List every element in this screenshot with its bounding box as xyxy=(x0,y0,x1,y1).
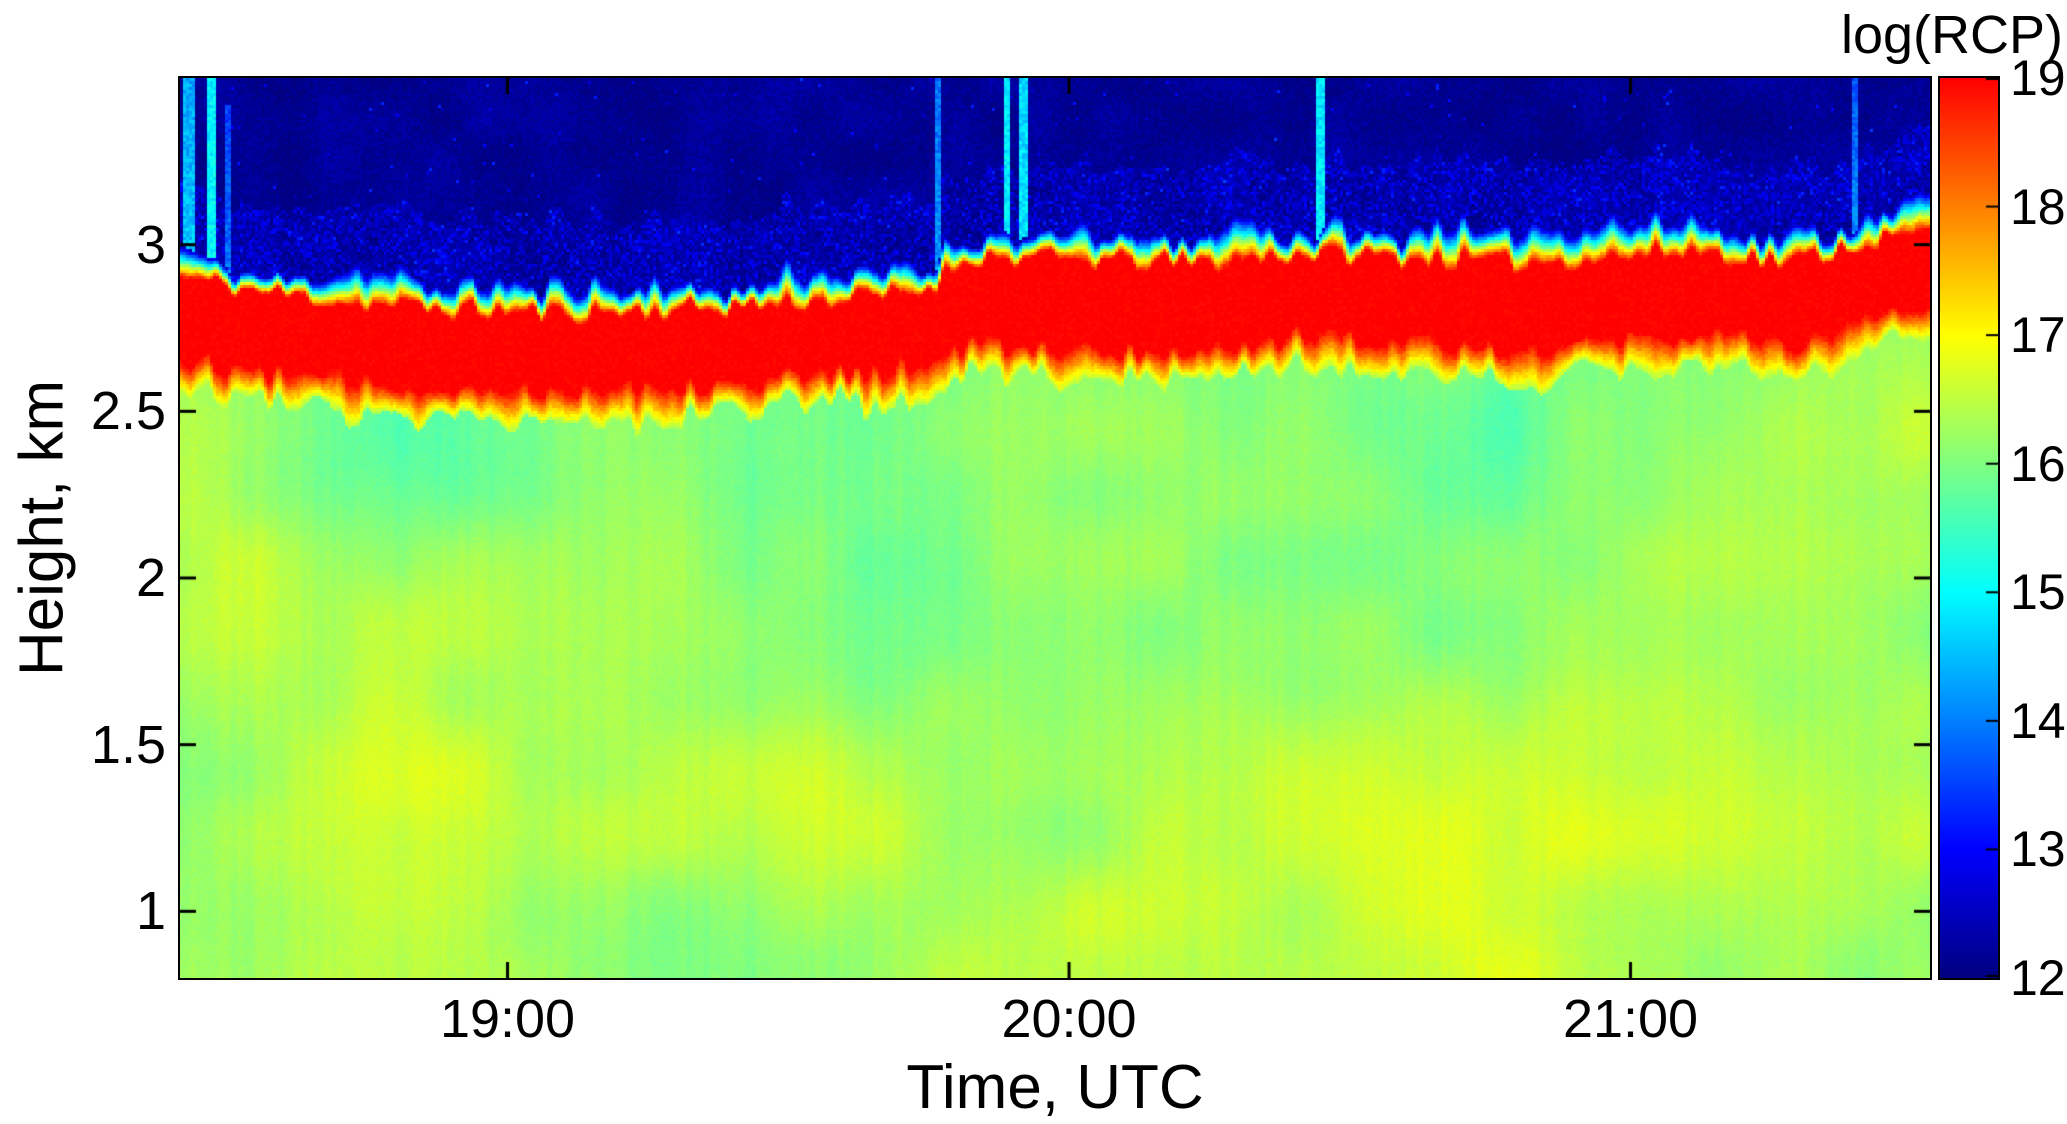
y-tick-label: 1 xyxy=(135,881,166,942)
y-axis-title: Height, km xyxy=(7,379,77,677)
x-axis-title: Time, UTC xyxy=(906,1053,1204,1122)
colorbar-tick-label: 18 xyxy=(2010,178,2066,235)
colorbar-tick-label: 12 xyxy=(2010,950,2066,1006)
x-tick-label: 21:00 xyxy=(1562,989,1699,1049)
colorbar-tick-label: 16 xyxy=(2010,435,2066,492)
colorbar-tick-label: 13 xyxy=(2010,821,2066,878)
colorbar-gradient xyxy=(1940,78,1998,978)
y-tick-label: 1.5 xyxy=(90,714,166,775)
y-tick-label: 3 xyxy=(135,214,166,275)
colorbar-tick-label: 15 xyxy=(2010,564,2066,621)
colorbar-tick-label: 17 xyxy=(2010,307,2066,364)
colorbar xyxy=(1938,76,2000,980)
heatmap-canvas xyxy=(180,78,1930,978)
colorbar-title: log(RCP) xyxy=(1840,5,2063,65)
y-tick-label: 2 xyxy=(135,548,166,608)
x-tick-label: 19:00 xyxy=(439,989,576,1049)
colorbar-tick-label: 14 xyxy=(2010,692,2066,749)
y-tick-label: 2.5 xyxy=(90,381,166,442)
x-tick-label: 20:00 xyxy=(1001,989,1137,1049)
colorbar-tick-label: 19 xyxy=(2010,50,2066,106)
